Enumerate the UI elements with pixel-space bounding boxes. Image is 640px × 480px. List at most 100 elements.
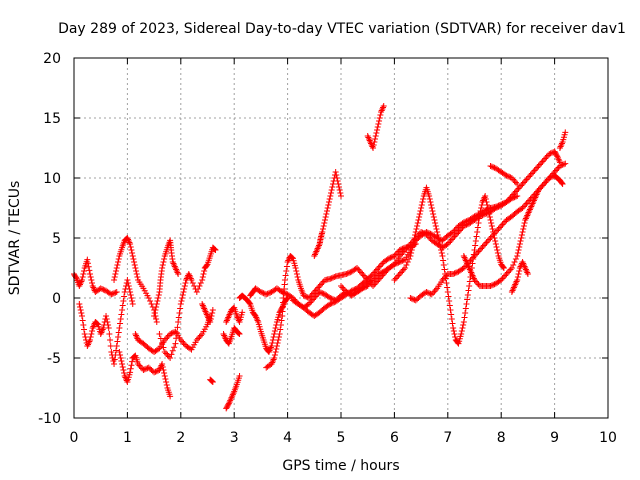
data-point — [129, 253, 136, 259]
x-tick-label: 2 — [176, 430, 185, 446]
data-point — [151, 310, 158, 316]
data-point — [508, 195, 515, 202]
data-point — [159, 340, 166, 346]
data-point — [370, 145, 377, 151]
data-point — [257, 289, 264, 295]
data-point — [379, 106, 386, 112]
data-point — [510, 194, 517, 201]
data-point — [475, 220, 482, 226]
data-point — [377, 112, 384, 118]
data-point — [338, 193, 344, 199]
data-point — [480, 211, 487, 218]
data-point — [111, 277, 118, 283]
data-point — [80, 322, 87, 328]
data-point — [488, 220, 495, 226]
data-point — [363, 283, 370, 290]
data-point — [374, 124, 381, 130]
data-point — [117, 316, 124, 322]
data-point — [553, 152, 560, 159]
data-point — [536, 161, 543, 168]
data-point — [507, 266, 514, 273]
data-point — [125, 280, 132, 286]
data-point — [107, 337, 114, 343]
data-point — [547, 174, 554, 181]
data-point — [474, 250, 481, 256]
data-point — [412, 232, 419, 238]
x-axis-label: GPS time / hours — [282, 458, 399, 474]
y-tick-label: -10 — [38, 411, 61, 427]
data-point — [265, 290, 272, 297]
data-point — [131, 262, 138, 268]
data-point — [127, 244, 134, 250]
data-point — [164, 352, 171, 358]
data-point — [433, 226, 440, 232]
data-point — [191, 283, 198, 289]
data-point — [558, 180, 565, 187]
data-point — [498, 223, 505, 229]
data-point — [489, 226, 496, 232]
data-point — [117, 352, 124, 358]
data-point — [328, 187, 335, 193]
data-point — [119, 307, 126, 313]
data-point — [195, 335, 202, 342]
data-point — [277, 326, 284, 333]
data-point — [478, 202, 485, 208]
data-point — [455, 229, 462, 235]
data-point — [440, 262, 447, 268]
data-point — [444, 284, 451, 291]
data-point — [375, 265, 382, 271]
data-point — [416, 211, 423, 217]
data-point — [392, 275, 399, 282]
data-point — [129, 301, 136, 307]
data-point — [492, 241, 499, 247]
data-point — [209, 307, 216, 313]
data-point — [503, 172, 510, 179]
data-point — [113, 265, 120, 271]
data-point — [515, 247, 522, 253]
series-s12 — [220, 325, 243, 347]
series-s23 — [460, 172, 566, 289]
data-point — [175, 319, 182, 325]
data-point — [173, 329, 180, 336]
x-tick-label: 10 — [599, 430, 617, 446]
data-point — [478, 245, 485, 252]
data-point — [504, 269, 511, 276]
data-point — [161, 349, 168, 355]
data-point — [93, 320, 100, 327]
data-point — [373, 130, 380, 136]
x-tick-label: 6 — [390, 430, 399, 446]
data-point — [399, 250, 406, 256]
data-point — [360, 284, 367, 291]
data-point — [508, 265, 515, 271]
data-point — [110, 358, 117, 364]
data-point — [86, 267, 93, 274]
data-point — [151, 369, 158, 376]
data-point — [177, 301, 184, 307]
data-point — [371, 281, 378, 288]
data-point — [209, 310, 216, 316]
data-point — [418, 229, 425, 235]
data-point — [471, 253, 478, 259]
data-point — [387, 254, 394, 261]
data-point — [454, 230, 461, 237]
data-point — [474, 280, 481, 286]
data-point — [160, 367, 167, 373]
data-point — [543, 154, 550, 160]
data-point — [355, 266, 362, 273]
data-point — [554, 166, 561, 172]
data-point — [428, 205, 435, 211]
data-point — [464, 292, 471, 298]
x-tick-label: 5 — [337, 430, 346, 446]
data-point — [520, 179, 527, 186]
y-tick-label: 0 — [52, 291, 61, 307]
data-point — [503, 271, 510, 277]
data-point — [159, 364, 166, 370]
data-point — [558, 162, 565, 169]
data-point — [547, 150, 554, 157]
data-point — [77, 304, 84, 310]
data-point — [300, 292, 307, 299]
data-point — [488, 282, 495, 289]
data-point — [79, 277, 86, 283]
data-point — [546, 151, 553, 157]
data-point — [317, 289, 324, 296]
